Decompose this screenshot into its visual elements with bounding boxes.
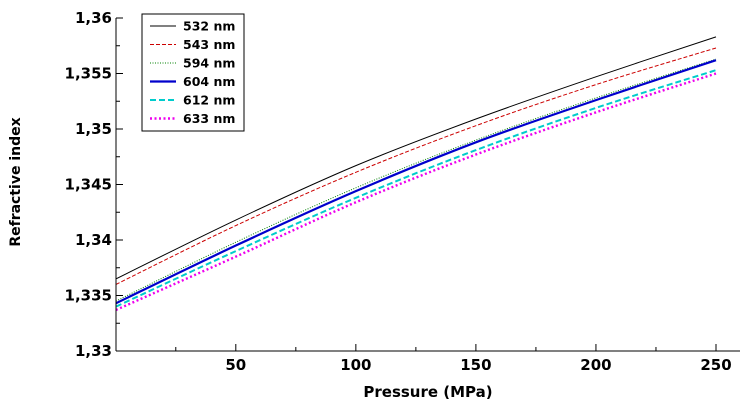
- series-line-532-nm: [115, 36, 717, 280]
- legend-label: 594 nm: [183, 56, 235, 71]
- y-tick-label: 1,345: [65, 176, 112, 194]
- legend-label: 633 nm: [183, 111, 235, 126]
- legend-label: 532 nm: [183, 19, 235, 34]
- legend-label: 543 nm: [183, 37, 235, 52]
- x-tick-label: 150: [460, 356, 491, 374]
- series-line-543-nm: [115, 47, 717, 285]
- y-axis-label: Refractive index: [8, 117, 24, 246]
- y-tick-label: 1,34: [75, 231, 112, 249]
- legend-label: 612 nm: [183, 93, 235, 108]
- y-tick-label: 1,33: [75, 342, 112, 360]
- legend: 532 nm 543 nm 594 nm 604 nm 612 nm 633 nm: [141, 13, 245, 132]
- x-tick-label: 100: [340, 356, 371, 374]
- x-tick-label: 250: [700, 356, 731, 374]
- x-tick-label: 200: [580, 356, 611, 374]
- y-tick-label: 1,335: [65, 287, 112, 305]
- y-tick-label: 1,355: [65, 65, 112, 83]
- legend-box: [141, 13, 245, 132]
- series-line-594-nm: [115, 58, 717, 302]
- x-axis-label: Pressure (MPa): [363, 383, 492, 401]
- series-line-612-nm: [115, 69, 717, 308]
- legend-label: 604 nm: [183, 74, 235, 89]
- x-tick-label: 50: [225, 356, 246, 374]
- series-line-604-nm: [115, 59, 717, 305]
- series-layer: [115, 36, 717, 312]
- y-tick-label: 1,35: [75, 120, 112, 138]
- y-tick-label: 1,36: [75, 9, 112, 27]
- axes-layer: 1,33 1,335 1,34 1,345 1,35 1,355 1,36 50 100 150 2…: [65, 9, 740, 374]
